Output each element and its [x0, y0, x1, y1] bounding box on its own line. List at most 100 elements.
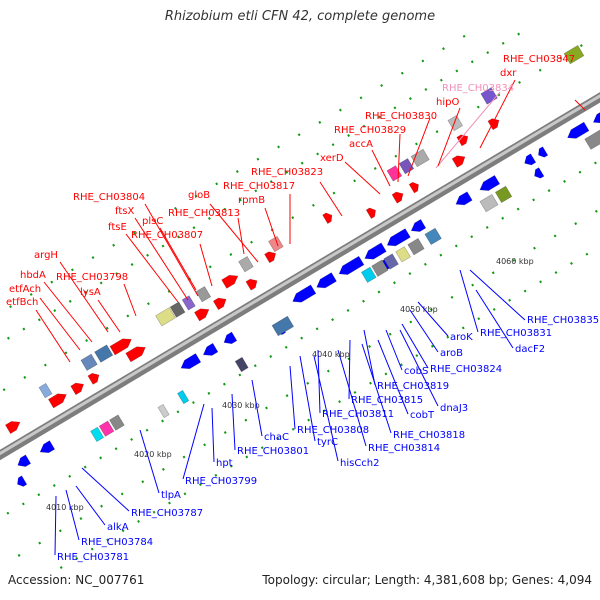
label-leader-line — [289, 365, 296, 430]
feature-block — [410, 148, 430, 168]
forward-gene-label: rpmB — [238, 195, 265, 206]
forward-gene-label: plsC — [142, 216, 163, 227]
genome-stats-text: Topology: circular; Length: 4,381,608 bp… — [262, 573, 592, 587]
reverse-gene — [338, 255, 365, 275]
forward-gene — [456, 134, 469, 147]
reverse-gene — [292, 284, 317, 303]
reverse-gene — [202, 342, 219, 356]
forward-gene — [451, 155, 466, 168]
label-leader-line — [264, 207, 279, 247]
feature-block — [447, 114, 464, 132]
feature-block — [386, 165, 403, 182]
forward-gene — [109, 338, 132, 356]
forward-gene-label: argH — [34, 250, 58, 261]
reverse-gene-label: alkA — [107, 522, 129, 533]
forward-gene-label: RHE_CH03829 — [334, 125, 406, 136]
reverse-gene-label: RHE_CH03831 — [480, 328, 552, 339]
reverse-gene-label: RHE_CH03818 — [393, 430, 465, 441]
feature-block — [177, 389, 190, 405]
backbone-highlight — [0, 94, 600, 456]
feature-block — [268, 235, 284, 253]
label-leader-line — [317, 349, 321, 414]
reverse-gene-label: RHE_CH03784 — [81, 537, 153, 548]
reverse-gene-label: dacF2 — [515, 344, 545, 355]
feature-block — [584, 129, 600, 150]
feature-block — [38, 382, 53, 399]
reverse-gene-label: RHE_CH03808 — [297, 425, 369, 436]
label-leader-line — [377, 339, 409, 415]
label-leader-line — [54, 495, 57, 556]
reverse-gene — [524, 153, 537, 166]
label-leader-line — [211, 407, 215, 463]
scale-label: 4020 kbp — [134, 450, 172, 459]
forward-gene-label: RHE_CH03817 — [223, 181, 295, 192]
feature-block — [195, 286, 212, 303]
forward-gene — [365, 207, 376, 220]
label-leader-line — [39, 297, 81, 351]
feature-block — [479, 193, 499, 213]
forward-gene-label: etfBch — [6, 297, 38, 308]
forward-gene — [125, 346, 146, 363]
reverse-gene — [538, 146, 549, 158]
forward-gene-label: RHE_CH03804 — [73, 192, 145, 203]
forward-gene — [245, 278, 258, 291]
label-leader-line — [363, 329, 376, 386]
scale-label: 4040 kbp — [312, 350, 350, 359]
feature-block — [109, 414, 125, 431]
reverse-gene-label: tlpA — [161, 490, 181, 501]
label-leader-line — [361, 343, 392, 434]
forward-gene — [212, 297, 227, 311]
forward-gene — [322, 212, 333, 225]
forward-gene — [87, 372, 100, 385]
reverse-gene-label: RHE_CH03835 — [527, 315, 599, 326]
reverse-gene — [567, 121, 590, 139]
reverse-gene — [39, 440, 56, 454]
feature-block — [407, 237, 425, 256]
reverse-gene — [316, 272, 337, 289]
feature-block — [80, 353, 98, 371]
label-leader-line — [479, 79, 516, 149]
reverse-gene-label: RHE_CH03819 — [377, 381, 449, 392]
forward-gene-label: RHE_CH03823 — [251, 167, 323, 178]
feature-block — [169, 301, 186, 318]
label-leader-line — [182, 403, 205, 480]
forward-gene — [4, 421, 21, 435]
reverse-gene-label: RHE_CH03781 — [57, 552, 129, 563]
label-leader-line — [35, 309, 71, 363]
forward-gene-label: RHE_CH03834 — [442, 83, 514, 94]
reverse-gene — [479, 174, 501, 191]
reverse-gene-label: RHE_CH03815 — [351, 395, 423, 406]
reverse-gene — [534, 167, 545, 179]
label-leader-line — [437, 107, 461, 167]
forward-gene-label: RHE_CH03847 — [503, 54, 575, 65]
reverse-gene — [455, 191, 473, 206]
label-leader-line — [397, 133, 401, 183]
feature-block — [234, 356, 249, 373]
label-leader-line — [319, 181, 343, 217]
label-leader-line — [125, 233, 179, 303]
label-leader-line — [401, 323, 429, 369]
feature-block — [181, 295, 196, 311]
label-leader-line — [139, 429, 160, 494]
forward-gene — [391, 191, 404, 204]
label-leader-line — [159, 227, 197, 291]
label-leader-line — [371, 149, 391, 187]
forward-gene — [70, 382, 85, 396]
forward-gene — [408, 181, 419, 194]
reverse-gene — [364, 242, 387, 260]
feature-block — [157, 403, 170, 419]
forward-gene — [193, 308, 210, 322]
label-leader-line — [417, 301, 449, 337]
feature-block — [94, 344, 114, 363]
forward-gene — [264, 251, 277, 264]
feature-block — [238, 255, 254, 273]
label-leader-line — [81, 467, 130, 512]
label-leader-line — [144, 203, 199, 297]
label-leader-line — [59, 261, 109, 333]
scale-label: 4050 kbp — [400, 305, 438, 314]
reverse-gene — [17, 454, 32, 467]
feature-block — [395, 246, 411, 263]
label-leader-line — [123, 283, 137, 317]
forward-gene-label: RHE_CH03830 — [365, 111, 437, 122]
